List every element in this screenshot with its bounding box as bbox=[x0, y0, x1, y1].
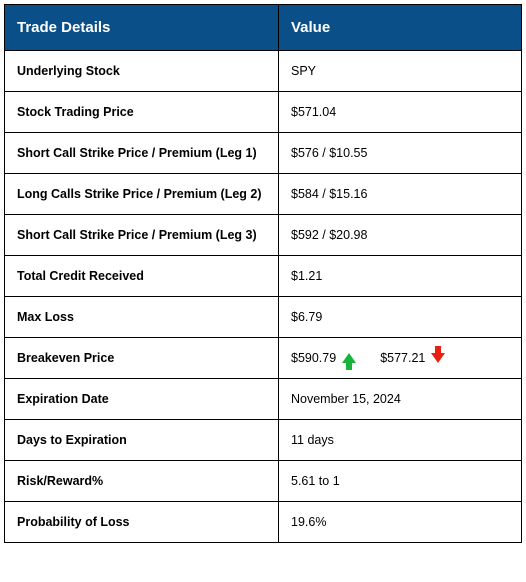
row-label: Underlying Stock bbox=[5, 51, 279, 92]
row-value: SPY bbox=[279, 51, 522, 92]
breakeven-down-value: $577.21 bbox=[380, 351, 425, 365]
row-label: Total Credit Received bbox=[5, 256, 279, 297]
row-label: Short Call Strike Price / Premium (Leg 1… bbox=[5, 133, 279, 174]
row-label: Max Loss bbox=[5, 297, 279, 338]
row-value: November 15, 2024 bbox=[279, 379, 522, 420]
table-row: Underlying Stock SPY bbox=[5, 51, 522, 92]
row-value: $584 / $15.16 bbox=[279, 174, 522, 215]
col-header-details: Trade Details bbox=[5, 5, 279, 51]
row-label: Breakeven Price bbox=[5, 338, 279, 379]
row-value: 19.6% bbox=[279, 502, 522, 543]
trade-details-table: Trade Details Value Underlying Stock SPY… bbox=[4, 4, 522, 543]
table-row: Stock Trading Price $571.04 bbox=[5, 92, 522, 133]
table-row: Risk/Reward% 5.61 to 1 bbox=[5, 461, 522, 502]
row-value-breakeven: $590.79 $577.21 bbox=[279, 338, 522, 379]
row-label: Long Calls Strike Price / Premium (Leg 2… bbox=[5, 174, 279, 215]
arrow-up-icon bbox=[342, 353, 356, 363]
row-label: Risk/Reward% bbox=[5, 461, 279, 502]
table-row: Probability of Loss 19.6% bbox=[5, 502, 522, 543]
row-label: Days to Expiration bbox=[5, 420, 279, 461]
row-value: $1.21 bbox=[279, 256, 522, 297]
row-label: Expiration Date bbox=[5, 379, 279, 420]
row-value: 5.61 to 1 bbox=[279, 461, 522, 502]
arrow-down-icon bbox=[431, 353, 445, 363]
table-row: Short Call Strike Price / Premium (Leg 3… bbox=[5, 215, 522, 256]
row-value: $571.04 bbox=[279, 92, 522, 133]
table-row: Long Calls Strike Price / Premium (Leg 2… bbox=[5, 174, 522, 215]
row-value: $6.79 bbox=[279, 297, 522, 338]
row-value: $576 / $10.55 bbox=[279, 133, 522, 174]
row-label: Stock Trading Price bbox=[5, 92, 279, 133]
table-header-row: Trade Details Value bbox=[5, 5, 522, 51]
row-value: $592 / $20.98 bbox=[279, 215, 522, 256]
table-row: Days to Expiration 11 days bbox=[5, 420, 522, 461]
col-header-value: Value bbox=[279, 5, 522, 51]
table-row: Total Credit Received $1.21 bbox=[5, 256, 522, 297]
row-value: 11 days bbox=[279, 420, 522, 461]
table-row: Max Loss $6.79 bbox=[5, 297, 522, 338]
table-row: Short Call Strike Price / Premium (Leg 1… bbox=[5, 133, 522, 174]
row-label: Short Call Strike Price / Premium (Leg 3… bbox=[5, 215, 279, 256]
table-row: Expiration Date November 15, 2024 bbox=[5, 379, 522, 420]
row-label: Probability of Loss bbox=[5, 502, 279, 543]
breakeven-up-value: $590.79 bbox=[291, 351, 336, 365]
table-row: Breakeven Price $590.79 $577.21 bbox=[5, 338, 522, 379]
